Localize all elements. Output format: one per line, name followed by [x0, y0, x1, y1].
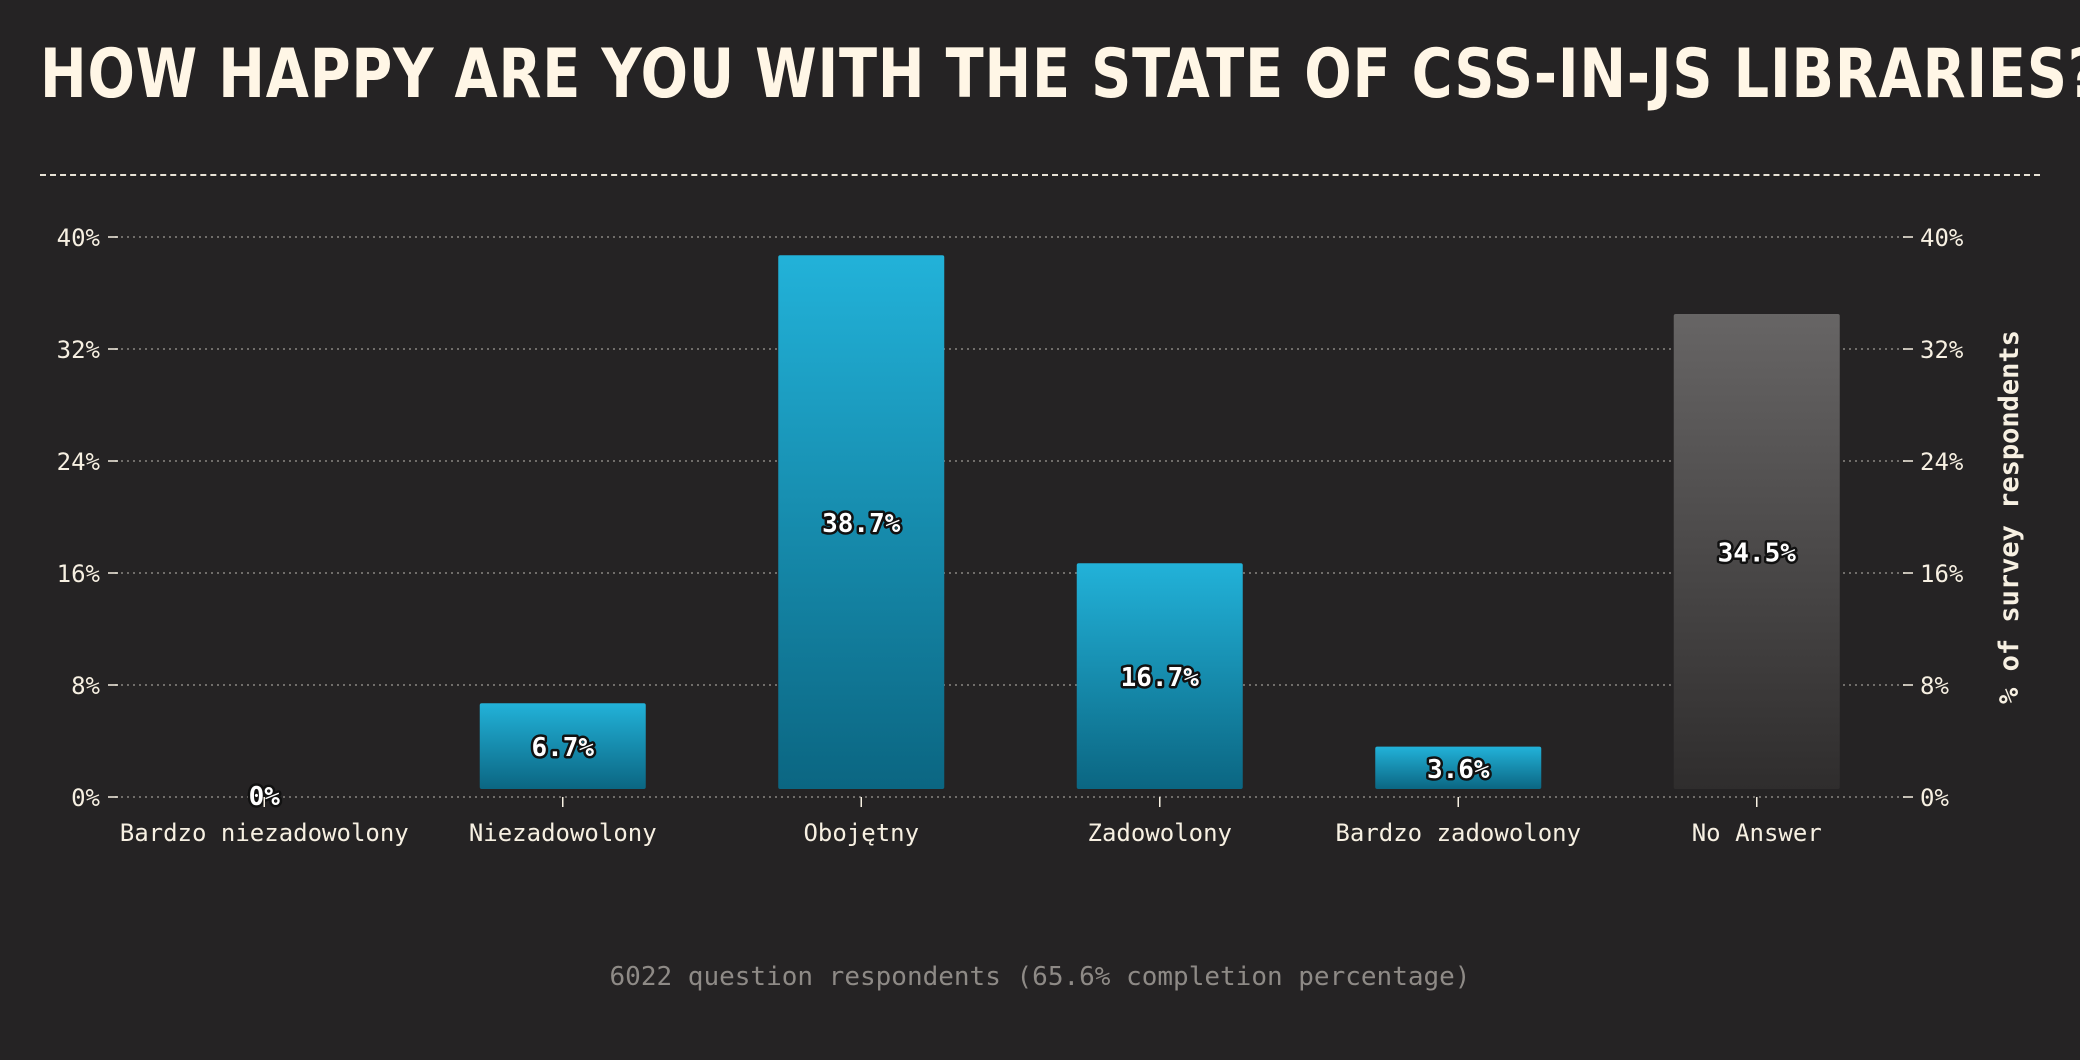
bar-chart: 0% 8% 16% 24% 32% 40% 0% 8% 16% 24% 32% 40% 0% 6.7%…: [57, 224, 2025, 847]
bar: [778, 255, 945, 789]
chart-title: HOW HAPPY ARE YOU WITH THE STATE OF CSS-…: [40, 35, 2080, 114]
x-tick-label: No Answer: [1692, 819, 1822, 847]
x-tick-label: Bardzo zadowolony: [1335, 819, 1581, 847]
x-axis: Bardzo niezadowolony Niezadowolony Obojętn…: [120, 797, 1822, 847]
respondents-note: 6022 question respondents (65.6% complet…: [609, 962, 1471, 992]
y-tick-label: 40%: [1920, 224, 1964, 252]
y-tick-label: 8%: [1920, 672, 1949, 700]
y-axis-right: 0% 8% 16% 24% 32% 40%: [1903, 224, 1964, 812]
x-tick-label: Obojętny: [803, 819, 919, 847]
y-tick-label: 0%: [1920, 784, 1949, 812]
x-tick-label: Niezadowolony: [469, 819, 657, 847]
y-tick-label: 16%: [1920, 560, 1964, 588]
bar: [1673, 314, 1840, 789]
y-tick-label: 32%: [57, 336, 101, 364]
bar-value-label: 34.5%: [1718, 539, 1797, 569]
bar: [1076, 563, 1243, 789]
y-tick-label: 24%: [1920, 448, 1964, 476]
y-tick-label: 24%: [57, 448, 101, 476]
grid-lines: [115, 236, 1906, 798]
bar-value-label: 38.7%: [822, 509, 901, 539]
bar: [479, 703, 646, 789]
x-tick-label: Zadowolony: [1088, 819, 1233, 847]
bar-value-label: 3.6%: [1427, 755, 1490, 785]
y-tick-label: 8%: [71, 672, 100, 700]
x-tick-label: Bardzo niezadowolony: [120, 819, 409, 847]
bar-value-label: 6.7%: [531, 733, 594, 763]
y-tick-label: 16%: [57, 560, 101, 588]
bars: 0%6.7%38.7%16.7%3.6%34.5%: [246, 255, 1840, 815]
y-tick-label: 32%: [1920, 336, 1964, 364]
bar-value-label: 16.7%: [1121, 663, 1200, 693]
bar: [1375, 746, 1542, 789]
y-axis-label: % of survey respondents: [1994, 330, 2025, 704]
y-tick-label: 40%: [57, 224, 101, 252]
title-divider: [40, 174, 2040, 176]
y-axis-left: 0% 8% 16% 24% 32% 40%: [57, 224, 118, 812]
y-tick-label: 0%: [71, 784, 100, 812]
